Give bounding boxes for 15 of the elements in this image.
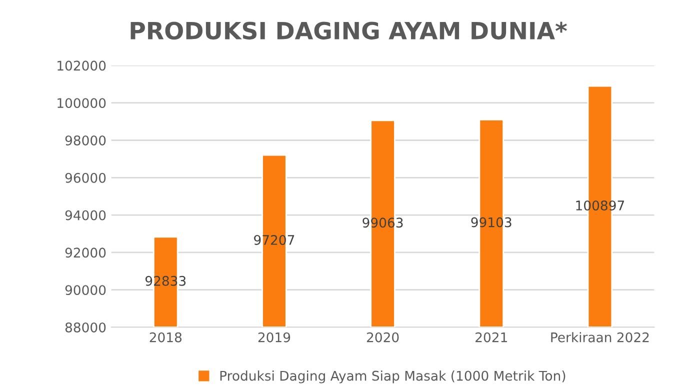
- chart-title: PRODUKSI DAGING AYAM DUNIA*: [130, 22, 567, 40]
- legend-label: Produksi Daging Ayam Siap Masak (1000 Metrik Ton): [220, 370, 566, 384]
- x-tick-label: 2021: [476, 332, 507, 342]
- y-tick-label: 92000: [65, 248, 106, 258]
- y-tick-label: 96000: [65, 172, 106, 183]
- y-tick-label: 98000: [65, 135, 106, 146]
- y-tick-label: 90000: [65, 285, 106, 296]
- x-tick-label: 2019: [258, 332, 290, 342]
- y-tick-label: 100000: [58, 98, 106, 108]
- y-tick-label: 94000: [65, 210, 106, 220]
- x-tick-label: 2020: [366, 332, 399, 342]
- y-tick-label: 88000: [65, 322, 106, 332]
- x-tick-label: Perkiraan 2022: [551, 332, 649, 342]
- y-tick-label: 102000: [58, 60, 106, 71]
- x-tick-label: 2018: [150, 332, 182, 342]
